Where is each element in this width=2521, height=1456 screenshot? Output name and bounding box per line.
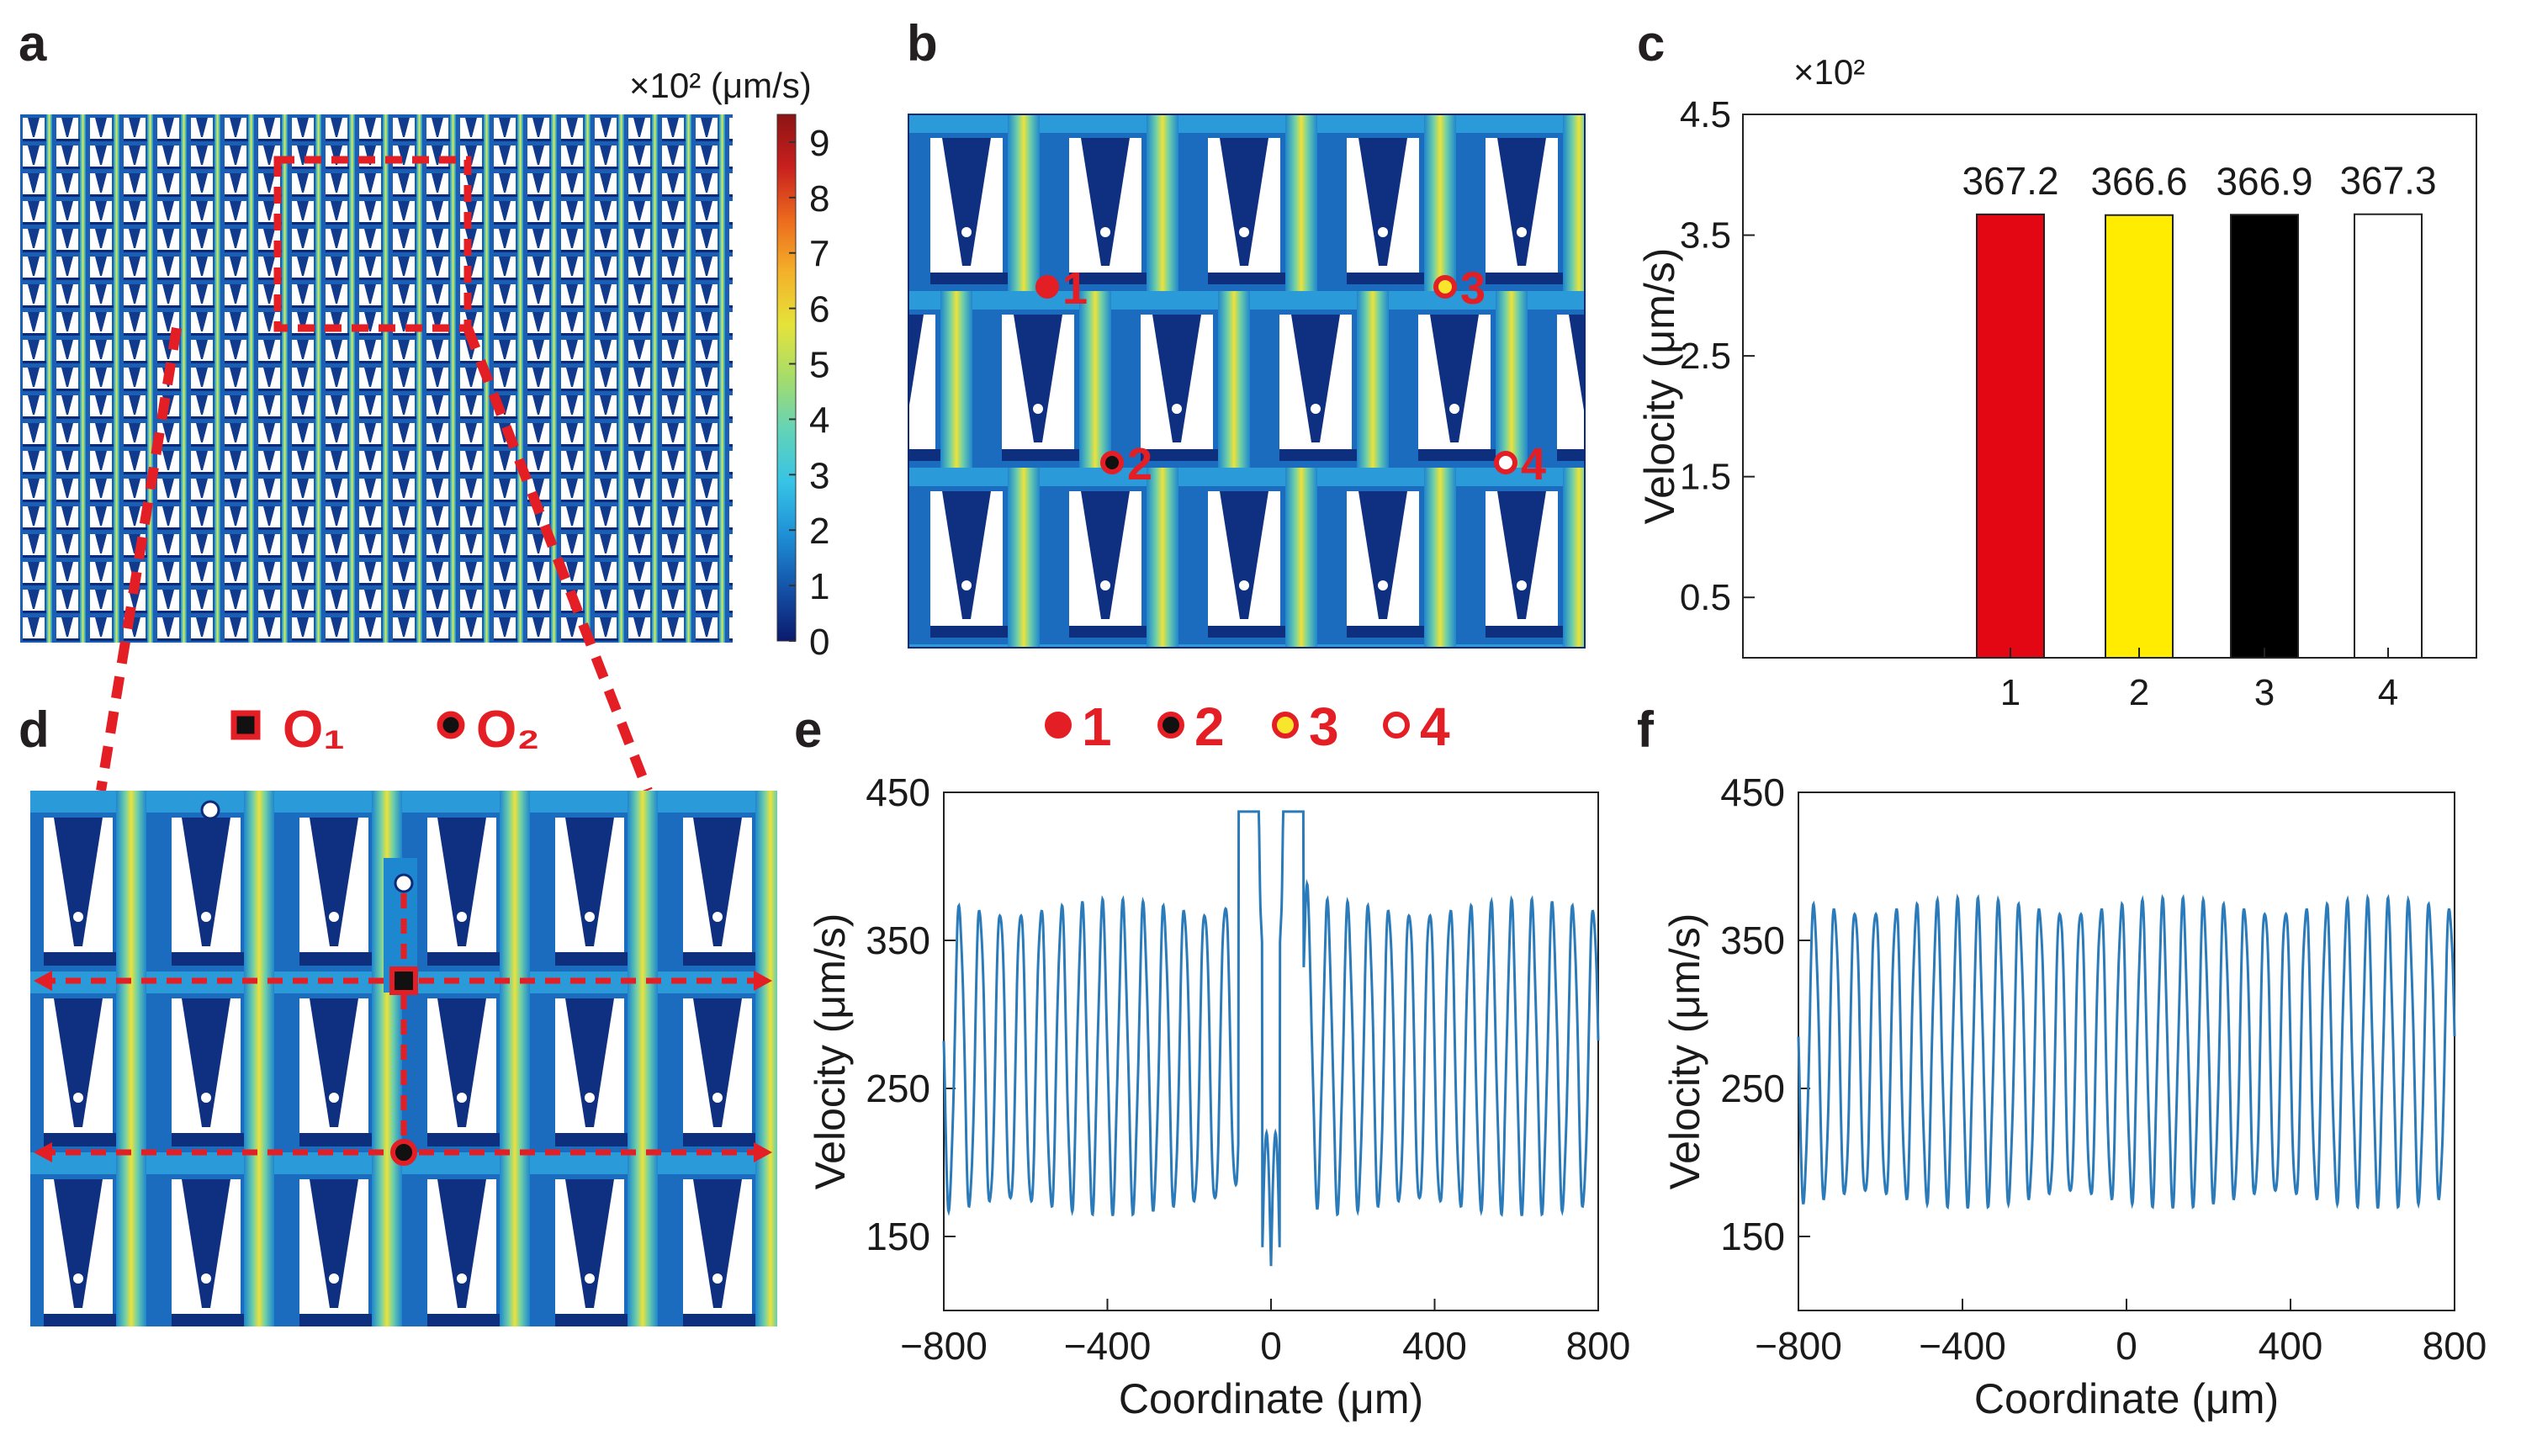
line-chart-e: 150 250 350 450 −800 −400 0 400 800 Coordinate (μ… bbox=[807, 770, 1630, 1422]
x-tick-label: 1 bbox=[2000, 672, 2021, 713]
point-label-2: 2 bbox=[1127, 439, 1152, 490]
colorbar-tick-label: 8 bbox=[809, 178, 829, 220]
colorbar-tick-label: 0 bbox=[809, 622, 829, 663]
y-tick-label: 150 bbox=[1720, 1215, 1785, 1258]
legend-marker-4 bbox=[1383, 712, 1410, 739]
colorbar-tick-label: 9 bbox=[809, 123, 829, 164]
line-chart-f: 150 250 350 450 −800 −400 0 400 800 Coordinate (μ… bbox=[1661, 770, 2487, 1422]
points-legend: 1 2 3 4 bbox=[1045, 696, 1450, 757]
y-tick-label: 350 bbox=[866, 919, 930, 962]
legend-marker-3 bbox=[1272, 712, 1299, 739]
point-marker-4 bbox=[1494, 451, 1517, 474]
x-tick-label: 400 bbox=[2259, 1324, 2323, 1368]
bar-value-label: 366.6 bbox=[2090, 160, 2187, 204]
bar-1 bbox=[1976, 213, 2045, 659]
legend-label-3: 3 bbox=[1309, 696, 1339, 757]
y-tick-label: 350 bbox=[1720, 919, 1785, 962]
d-white-marker-1 bbox=[200, 800, 220, 820]
bar-value-label: 367.3 bbox=[2339, 159, 2436, 203]
zoom-line-left bbox=[96, 327, 182, 792]
bar-value-label: 367.2 bbox=[1962, 159, 2058, 203]
x-tick-label: 0 bbox=[1260, 1324, 1282, 1368]
legend-marker-1 bbox=[1045, 712, 1072, 739]
panel-label-b: b bbox=[907, 15, 938, 71]
y-axis-title: Velocity (μm/s) bbox=[1661, 913, 1708, 1190]
panel-label-f: f bbox=[1637, 702, 1655, 758]
y-tick-label: 3.5 bbox=[1680, 215, 1731, 257]
x-axis-title: Coordinate (μm) bbox=[1119, 1375, 1423, 1422]
panel-label-d: d bbox=[19, 702, 50, 758]
x-tick-label: −800 bbox=[900, 1324, 988, 1368]
x-tick-label: −800 bbox=[1755, 1324, 1842, 1368]
x-tick-label: −400 bbox=[1919, 1324, 2006, 1368]
panel-label-c: c bbox=[1637, 15, 1665, 71]
colorbar: ×10² (μm/s) 0 1 2 3 4 5 6 7 8 9 bbox=[629, 66, 829, 663]
y-tick-label: 2.5 bbox=[1680, 336, 1731, 377]
velocity-series-line bbox=[1797, 893, 2456, 1210]
colorbar-tick-label: 1 bbox=[809, 566, 829, 607]
x-tick-label: 0 bbox=[2116, 1324, 2137, 1368]
legend-marker-2 bbox=[1157, 712, 1184, 739]
point-marker-3 bbox=[1433, 275, 1457, 299]
y-axis-title: Velocity (μm/s) bbox=[807, 913, 854, 1190]
o1-label: O₁ bbox=[283, 701, 345, 759]
y-tick-label: 1.5 bbox=[1680, 457, 1731, 498]
point-label-4: 4 bbox=[1521, 439, 1546, 490]
y-tick-label: 250 bbox=[866, 1067, 930, 1110]
x-tick-label: 800 bbox=[1566, 1324, 1631, 1368]
legend-label-4: 4 bbox=[1420, 696, 1450, 757]
y-tick-label: 0.5 bbox=[1680, 577, 1731, 618]
legend-label-1: 1 bbox=[1082, 696, 1112, 757]
velocity-series-line bbox=[942, 810, 1600, 1267]
y-tick-label: 150 bbox=[866, 1215, 930, 1258]
panel-d-field bbox=[30, 791, 777, 1326]
o2-marker bbox=[390, 1139, 417, 1166]
y-tick-label: 450 bbox=[866, 770, 930, 814]
y-tick-label: 250 bbox=[1720, 1067, 1785, 1110]
bar-value-label: 366.9 bbox=[2216, 159, 2312, 203]
x-tick-label: 800 bbox=[2423, 1324, 2487, 1368]
bar-3 bbox=[2230, 214, 2299, 659]
x-tick-label: 4 bbox=[2378, 672, 2398, 713]
bar-2 bbox=[2105, 214, 2174, 659]
point-marker-1 bbox=[1035, 275, 1059, 299]
x-axis-title: Coordinate (μm) bbox=[1974, 1375, 2279, 1422]
colorbar-gradient bbox=[776, 114, 797, 642]
zoom-line-right bbox=[463, 326, 653, 793]
y-tick-label: 4.5 bbox=[1680, 94, 1731, 135]
colorbar-tick-label: 5 bbox=[809, 345, 829, 386]
y-axis-title: Velocity (μm/s) bbox=[1636, 248, 1683, 525]
legend-label-2: 2 bbox=[1194, 696, 1225, 757]
x-tick-label: 3 bbox=[2254, 672, 2275, 713]
panel-d-legend: O₁ O₂ bbox=[230, 701, 540, 759]
colorbar-unit: ×10² (μm/s) bbox=[629, 66, 812, 105]
bar-chart-c: ×10² 0.5 1.5 2.5 3.5 4.5 367.2 1 366.6 2 366.9 3 367… bbox=[1636, 52, 2477, 713]
point-label-1: 1 bbox=[1062, 263, 1088, 314]
y-tick-label: 450 bbox=[1720, 770, 1785, 814]
o1-marker-icon bbox=[230, 710, 261, 740]
point-marker-2 bbox=[1100, 451, 1124, 474]
panel-label-a: a bbox=[19, 15, 47, 71]
colorbar-tick-label: 6 bbox=[809, 289, 829, 331]
x-tick-label: 400 bbox=[1402, 1324, 1467, 1368]
o2-marker-icon bbox=[437, 711, 465, 739]
point-label-3: 3 bbox=[1460, 263, 1486, 314]
colorbar-tick-label: 2 bbox=[809, 511, 829, 552]
y-multiplier: ×10² bbox=[1793, 52, 1865, 92]
colorbar-tick-label: 3 bbox=[809, 455, 829, 496]
velocity-field-map-a bbox=[20, 114, 733, 643]
bar-4 bbox=[2354, 213, 2423, 659]
panel-b-field: 1 2 3 4 bbox=[908, 114, 1586, 649]
panel-label-e: e bbox=[794, 702, 822, 758]
colorbar-tick-label: 7 bbox=[809, 234, 829, 275]
x-tick-label: 2 bbox=[2129, 672, 2149, 713]
x-tick-label: −400 bbox=[1064, 1324, 1152, 1368]
panel-a-field bbox=[20, 114, 733, 643]
o2-label: O₂ bbox=[476, 701, 540, 759]
o1-marker bbox=[389, 966, 418, 995]
d-white-marker-2 bbox=[394, 873, 414, 893]
zoom-box bbox=[273, 156, 472, 332]
colorbar-tick-label: 4 bbox=[809, 400, 829, 441]
